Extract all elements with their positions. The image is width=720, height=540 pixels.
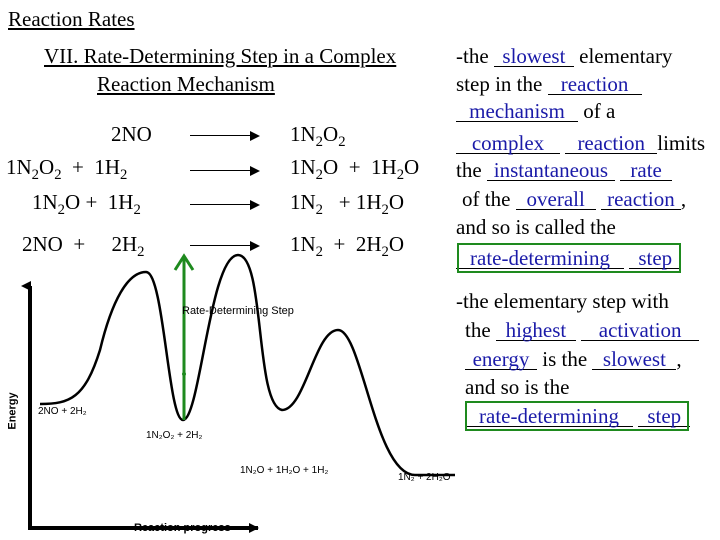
notes2-line4: and so is the [465,375,570,399]
notes2-line3: energy is the slowest, [465,347,682,372]
answer-blank: rate-determining [456,248,624,269]
level-label-4: 1N₂ + 2H₂O [398,472,451,483]
notes2-line5: rate-determining step [465,404,691,429]
answer-blank: rate-determining [465,406,633,427]
x-axis-label: Reaction progress [134,522,231,534]
notes2-line1: -the elementary step with [456,289,669,313]
notes1-line4: complex reaction limits [456,131,705,156]
overall-reactants: 2NO + 2H2 [22,232,145,261]
answer-blank: activation [581,320,700,341]
activation-arrow-head [173,253,195,271]
answer-blank: slowest [493,46,574,67]
notes1-line8: rate-determining step [456,246,682,271]
answer-blank: reaction [547,74,642,95]
notes1-line2: step in the reaction [456,72,642,97]
notes1-line6: of the overall reaction, [462,187,687,211]
step2-reactants: 1N2O2 + 1H2 [6,155,128,184]
level-label-1: 2NO + 2H₂ [38,406,87,417]
level-label-2: 1N₂O₂ + 2H₂ [146,430,203,441]
step3-products: 1N2 + 1H2O [290,190,405,219]
answer-blank: reaction [565,133,658,154]
step2-products: 1N2O + 1H2O [290,155,420,184]
highlight-box-1 [457,243,681,273]
y-axis-label: Energy [6,392,19,430]
step3-arrow [190,199,260,210]
answer-blank: step [629,248,682,269]
step1-arrow [190,130,260,141]
answer-blank: rate [620,160,673,181]
level-label-3: 1N₂O + 1H₂O + 1H₂ [240,465,329,476]
energy-curve [39,253,455,477]
diagram-title: Rate-Determining Step [182,305,294,317]
step3-reactants: 1N2O + 1H2 [32,190,141,219]
notes1-line5: the instantaneous rate [456,158,673,183]
arrow-dot [182,372,186,376]
answer-blank: highest [495,320,576,341]
answer-blank: energy [465,349,537,370]
notes1-line1: -the slowest elementary [456,44,673,68]
answer-blank: step [638,406,691,427]
overall-products: 1N2 + 2H2O [290,232,405,261]
overall-arrow [190,240,260,251]
answer-blank: slowest [592,349,677,370]
highlight-box-2 [465,401,689,431]
slide-title: Reaction Rates [8,7,135,31]
answer-blank: complex [456,133,560,154]
answer-blank: reaction [600,189,681,210]
section-heading-line2: Reaction Mechanism [97,72,275,96]
answer-blank: instantaneous [486,160,615,181]
notes1-line3: mechanism of a [456,99,615,124]
notes1-line7: and so is called the [456,215,616,239]
step2-arrow [190,165,260,176]
step1-reactants: 2NO [111,122,152,146]
step1-products: 1N2O2 [290,122,346,151]
answer-blank: overall [515,189,596,210]
section-heading-line1: VII. Rate-Determining Step in a Complex [44,44,397,68]
answer-blank: mechanism [456,101,578,122]
notes2-line2: the highest activation [465,318,700,343]
